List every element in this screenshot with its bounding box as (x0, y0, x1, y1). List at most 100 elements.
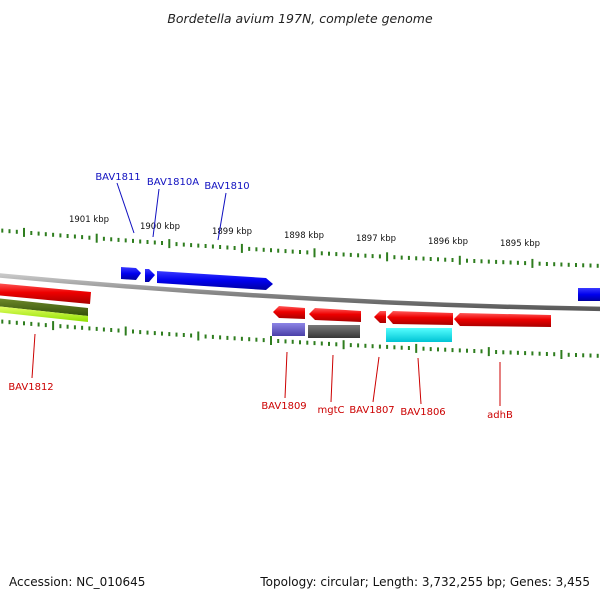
gene-BAV1809[interactable] (273, 306, 305, 319)
minor-tick (211, 334, 214, 339)
minor-tick (211, 244, 214, 249)
major-tick (124, 326, 127, 336)
gene-BAV1811[interactable] (121, 267, 141, 280)
minor-tick (349, 252, 352, 257)
minor-tick (248, 246, 251, 251)
minor-tick (146, 240, 149, 244)
minor-tick (277, 248, 280, 253)
gene-label-BAV1806: BAV1806 (400, 407, 445, 418)
minor-tick (139, 239, 142, 244)
minor-tick (429, 257, 432, 261)
major-tick (95, 233, 98, 243)
minor-tick (349, 343, 352, 348)
minor-tick (553, 262, 556, 267)
minor-tick (182, 242, 185, 247)
gene-label-BAV1807: BAV1807 (349, 405, 394, 416)
feature-cyan-bar (386, 328, 452, 342)
major-tick (458, 255, 461, 265)
minor-tick (88, 326, 91, 331)
leader-BAV1806 (417, 357, 422, 405)
minor-tick (233, 246, 236, 250)
minor-tick (81, 235, 84, 240)
minor-tick (219, 335, 222, 340)
minor-tick (560, 262, 563, 267)
minor-tick (524, 351, 527, 356)
gene-label-BAV1811: BAV1811 (95, 172, 140, 183)
minor-tick (495, 259, 498, 264)
lower-tick-row (1, 319, 599, 359)
minor-tick (502, 260, 505, 265)
major-tick (197, 331, 200, 341)
minor-tick (37, 231, 40, 236)
minor-tick (240, 336, 243, 341)
minor-tick (567, 352, 570, 357)
major-tick (415, 343, 418, 353)
minor-tick (357, 253, 360, 258)
gene-forward-edge[interactable] (578, 288, 600, 301)
gene-adhB[interactable] (454, 313, 551, 327)
gene-BAV1810A[interactable] (145, 269, 155, 282)
gene-label-BAV1810: BAV1810 (204, 181, 249, 192)
minor-tick (88, 235, 91, 240)
minor-tick (175, 332, 178, 337)
major-tick (531, 258, 534, 268)
minor-tick (400, 345, 403, 350)
minor-tick (255, 337, 258, 342)
gene-BAV1812[interactable] (0, 283, 91, 304)
minor-tick (204, 244, 207, 248)
minor-tick (422, 346, 425, 351)
minor-tick (219, 245, 222, 249)
minor-tick (545, 352, 548, 356)
genome-summary-text: Topology: circular; Length: 3,732,255 bp… (259, 575, 590, 589)
minor-tick (538, 261, 541, 266)
minor-tick (291, 339, 294, 344)
minor-tick (407, 346, 410, 350)
minor-tick (132, 329, 134, 334)
minor-tick (66, 234, 69, 238)
gene-BAV1807[interactable] (374, 311, 386, 323)
minor-tick (509, 260, 512, 265)
minor-tick (262, 247, 265, 252)
minor-tick (15, 320, 18, 325)
minor-tick (429, 347, 432, 352)
accession-text: Accession: NC_010645 (9, 575, 145, 589)
minor-tick (487, 259, 490, 264)
minor-tick (190, 243, 193, 248)
minor-tick (466, 348, 468, 353)
minor-tick (596, 353, 599, 358)
minor-tick (299, 340, 301, 345)
genome-backbone (0, 273, 600, 312)
leader-BAV1812 (31, 333, 36, 379)
major-tick (560, 350, 563, 359)
minor-tick (124, 238, 127, 243)
minor-tick (59, 324, 62, 329)
minor-tick (102, 327, 105, 332)
map-title: Bordetella avium 197N, complete genome (167, 11, 433, 26)
minor-tick (168, 332, 171, 337)
minor-tick (516, 260, 519, 265)
minor-tick (495, 350, 498, 354)
minor-tick (596, 263, 599, 268)
minor-tick (378, 344, 381, 349)
gene-mgtC[interactable] (309, 308, 361, 322)
minor-tick (66, 324, 69, 329)
minor-tick (110, 237, 113, 242)
minor-tick (567, 262, 570, 267)
minor-tick (8, 229, 11, 234)
minor-tick (473, 259, 476, 263)
gene-BAV1806[interactable] (387, 311, 453, 325)
minor-tick (328, 341, 330, 346)
minor-tick (175, 242, 178, 247)
feature-purple-bar (272, 323, 305, 336)
tick-label-1895: 1895 kbp (500, 239, 540, 249)
minor-tick (444, 347, 447, 352)
minor-tick (204, 334, 207, 339)
minor-tick (284, 249, 287, 254)
minor-tick (328, 251, 330, 256)
leader-BAV1810 (217, 192, 227, 241)
minor-tick (531, 351, 534, 356)
minor-tick (553, 352, 556, 357)
gene-BAV1810[interactable] (157, 271, 273, 290)
minor-tick (582, 353, 585, 358)
